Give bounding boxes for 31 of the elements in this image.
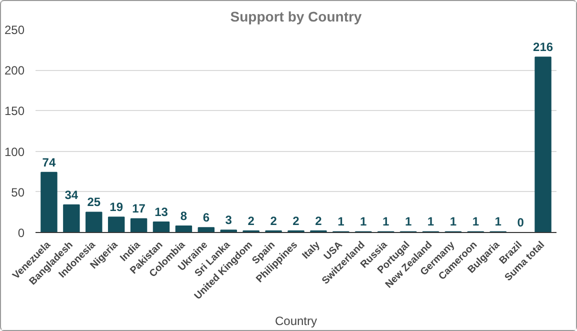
- y-tick-label: 50: [11, 185, 25, 200]
- y-tick-label: 0: [18, 226, 25, 240]
- data-label: 74: [42, 155, 56, 170]
- data-label: 34: [64, 188, 78, 202]
- data-label: 2: [248, 214, 255, 228]
- y-tick-label: 100: [4, 144, 25, 159]
- data-label: 1: [472, 214, 480, 229]
- y-tick-label: 200: [4, 64, 25, 78]
- data-label: 2: [292, 214, 300, 228]
- data-label: 17: [132, 202, 146, 216]
- data-label: 6: [202, 210, 210, 225]
- data-label: 1: [382, 214, 390, 229]
- chart-title: Support by Country: [230, 8, 362, 24]
- data-label: 1: [360, 214, 368, 229]
- data-label: 1: [494, 214, 502, 229]
- data-label: 1: [450, 214, 457, 229]
- data-label: 1: [404, 214, 412, 229]
- y-tick-label: 150: [4, 104, 25, 118]
- data-label: 216: [533, 40, 554, 54]
- data-label: 2: [315, 214, 322, 228]
- data-label: 3: [225, 213, 232, 228]
- data-label: 13: [154, 204, 168, 219]
- x-axis-title: Country: [274, 314, 318, 328]
- data-label: 1: [338, 214, 345, 229]
- data-label: 1: [427, 214, 434, 229]
- data-label: 19: [110, 200, 124, 214]
- data-label: 8: [180, 209, 188, 224]
- y-tick-label: 250: [4, 23, 25, 37]
- data-label: 0: [517, 216, 524, 230]
- data-label: 2: [270, 214, 278, 228]
- data-label: 25: [87, 195, 101, 210]
